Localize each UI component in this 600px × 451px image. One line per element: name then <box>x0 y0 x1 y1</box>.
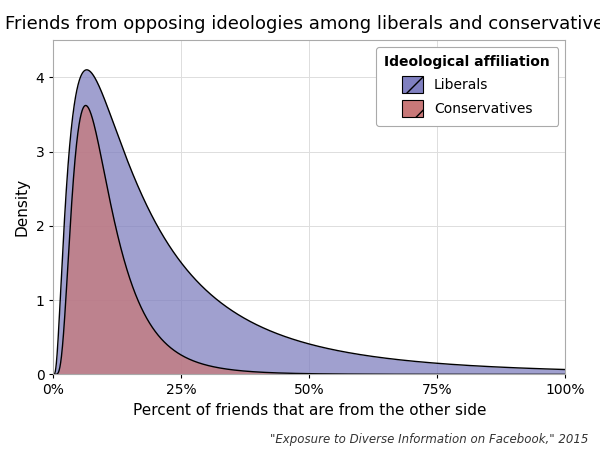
Title: Friends from opposing ideologies among liberals and conservatives: Friends from opposing ideologies among l… <box>5 15 600 33</box>
Text: "Exposure to Diverse Information on Facebook," 2015: "Exposure to Diverse Information on Face… <box>269 433 588 446</box>
Legend: Liberals, Conservatives: Liberals, Conservatives <box>376 47 559 125</box>
Y-axis label: Density: Density <box>15 178 30 236</box>
X-axis label: Percent of friends that are from the other side: Percent of friends that are from the oth… <box>133 403 486 418</box>
